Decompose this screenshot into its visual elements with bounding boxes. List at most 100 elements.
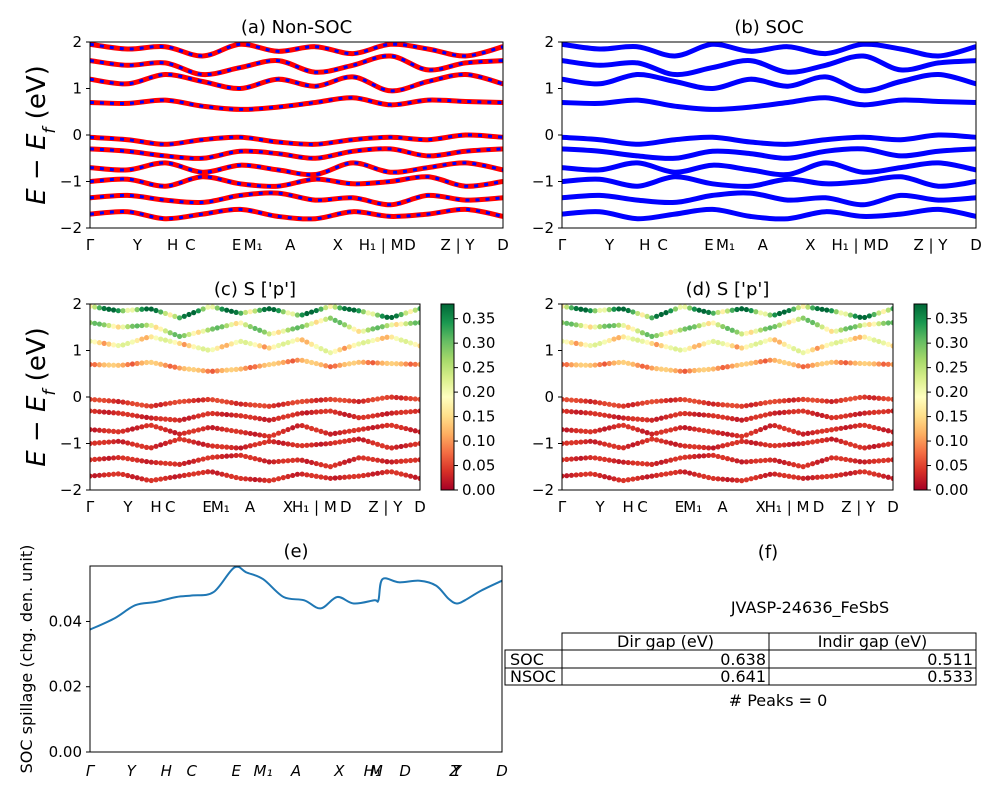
band-point bbox=[724, 364, 731, 370]
band-point bbox=[710, 320, 716, 326]
table-row-label: NSOC bbox=[510, 667, 556, 686]
band-point bbox=[195, 427, 202, 433]
band-point bbox=[691, 426, 698, 432]
band-point bbox=[857, 394, 863, 401]
band-point bbox=[341, 305, 348, 312]
band-point bbox=[389, 422, 395, 428]
band-point bbox=[158, 309, 164, 315]
band-line-blue-dashed bbox=[90, 147, 503, 160]
band-point bbox=[294, 442, 301, 449]
band-point bbox=[885, 457, 891, 463]
band-point bbox=[214, 470, 220, 476]
band-point bbox=[285, 310, 291, 316]
band-point bbox=[653, 460, 660, 467]
band-point bbox=[653, 437, 660, 443]
band-point bbox=[649, 431, 655, 437]
k-point-label: E bbox=[232, 762, 242, 780]
band-point bbox=[379, 411, 385, 418]
band-point bbox=[134, 323, 140, 329]
band-point bbox=[238, 413, 244, 419]
band-line-blue-dashed bbox=[90, 161, 503, 177]
band-point bbox=[724, 431, 731, 437]
band-point bbox=[125, 361, 131, 368]
band-point bbox=[705, 428, 712, 434]
colorbar-tick-label: 0.20 bbox=[462, 383, 495, 401]
k-point-label: M₁ bbox=[716, 236, 735, 254]
band-point bbox=[374, 457, 381, 463]
band-point bbox=[847, 424, 854, 430]
k-point-label: M₁ bbox=[254, 762, 273, 780]
band-point bbox=[365, 327, 371, 333]
colorbar-tick-label: 0.25 bbox=[935, 359, 968, 377]
band-point bbox=[346, 458, 352, 464]
band-point bbox=[833, 328, 839, 334]
band-point bbox=[876, 472, 882, 478]
band-point bbox=[167, 416, 173, 423]
band-point bbox=[814, 429, 820, 435]
band-point bbox=[828, 473, 835, 479]
band-point bbox=[101, 397, 107, 404]
band-point bbox=[658, 459, 664, 465]
band-line bbox=[562, 190, 976, 208]
band-point bbox=[233, 474, 239, 481]
band-point bbox=[110, 428, 117, 434]
band-point bbox=[280, 359, 286, 365]
band-point bbox=[838, 310, 844, 316]
band-point bbox=[356, 436, 362, 442]
band-point bbox=[824, 360, 830, 366]
band-point bbox=[824, 437, 830, 443]
band-point bbox=[346, 474, 352, 480]
band-point bbox=[720, 309, 726, 315]
band-point bbox=[205, 327, 211, 333]
band-point bbox=[238, 338, 244, 344]
band-point bbox=[791, 409, 797, 415]
band-point bbox=[181, 398, 187, 404]
band-point bbox=[209, 326, 216, 332]
band-point bbox=[275, 415, 282, 421]
band-point bbox=[705, 452, 712, 459]
band-point bbox=[412, 474, 418, 480]
band-point bbox=[125, 324, 131, 330]
band-point bbox=[625, 443, 631, 449]
band-point bbox=[843, 326, 849, 332]
band-point bbox=[134, 337, 140, 344]
band-point bbox=[568, 440, 575, 446]
band-point bbox=[805, 348, 811, 354]
band-point bbox=[616, 444, 622, 450]
band-point bbox=[691, 471, 698, 477]
band-point bbox=[139, 322, 145, 329]
band-point bbox=[167, 363, 173, 369]
band-point bbox=[313, 409, 319, 415]
band-point bbox=[200, 328, 206, 334]
band-point bbox=[374, 441, 381, 447]
band-point bbox=[658, 398, 664, 404]
band-point bbox=[125, 411, 131, 418]
band-point bbox=[209, 304, 216, 310]
band-point bbox=[205, 469, 211, 475]
band-point bbox=[162, 310, 169, 317]
plot-frame bbox=[89, 565, 503, 753]
peaks-label: # Peaks = 0 bbox=[729, 691, 828, 710]
band-point bbox=[828, 359, 835, 365]
band-point bbox=[308, 341, 315, 347]
band-point bbox=[360, 437, 367, 443]
band-point bbox=[92, 397, 98, 403]
band-point bbox=[356, 427, 362, 433]
band-point bbox=[323, 463, 329, 469]
band-point bbox=[767, 399, 773, 405]
y-tick-label: 0.04 bbox=[49, 612, 82, 630]
band-point bbox=[238, 445, 244, 451]
band-line bbox=[562, 71, 976, 94]
band-point bbox=[195, 367, 202, 373]
band-point bbox=[129, 307, 136, 313]
band-point bbox=[819, 361, 825, 367]
band-point bbox=[876, 310, 882, 316]
band-point bbox=[715, 365, 721, 371]
k-point-label: C bbox=[657, 236, 667, 254]
band-point bbox=[819, 306, 825, 312]
band-point bbox=[677, 411, 683, 417]
band-point bbox=[209, 425, 216, 431]
band-point bbox=[90, 426, 93, 433]
band-point bbox=[616, 403, 622, 409]
band-point bbox=[880, 308, 887, 315]
